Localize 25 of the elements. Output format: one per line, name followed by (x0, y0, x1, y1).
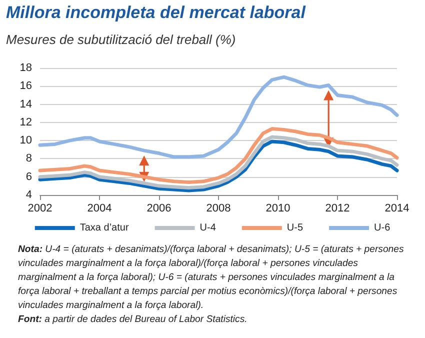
x-tick-label: 2010 (266, 202, 290, 214)
x-tick-label: 2012 (325, 202, 350, 214)
legend-label: Taxa d’atur (80, 222, 130, 234)
legend-label: U-6 (374, 222, 391, 234)
line-series (38, 75, 399, 159)
y-tick-label: 14 (20, 98, 32, 110)
x-tick-label: 2008 (206, 202, 231, 214)
legend-label: U-5 (286, 222, 304, 234)
text: Font: a partir de dades del Bureau of Labor Statistics. (18, 314, 248, 325)
y-tick-label: 16 (20, 80, 32, 92)
text: Nota: U-4 = (aturats + desanimats)/(força laboral + desanimats); U-5 = (aturats + persones vinculades marginalment a la força laboral)/(força laboral + persones vinculades marginalment a la força laboral); U-6 = (aturats + persones vinculades marginalment a la força laboral + treballant a temps parcial per motius econòmics)/(força laboral + persones vinculades marginalment a la força laboral). (18, 244, 404, 311)
chart-title: Millora incompleta del mercat laboral (6, 3, 306, 23)
x-tick-label: 2002 (28, 202, 52, 214)
line-series (38, 127, 399, 184)
x-tick-label: 2004 (87, 202, 112, 214)
y-tick-label: 10 (20, 134, 32, 147)
x-tick-label: 2006 (146, 202, 172, 214)
legend-label: U-4 (200, 222, 216, 234)
y-tick-label: 8 (26, 152, 32, 165)
y-tick-label: 12 (20, 116, 32, 128)
y-tick-label: 4 (26, 189, 32, 201)
y-tick-label: 18 (20, 62, 32, 74)
chart-subtitle: Mesures de subutilització del treball (%) (6, 32, 236, 47)
x-tick-label: 2014 (384, 202, 410, 214)
y-tick-label: 6 (26, 170, 32, 183)
